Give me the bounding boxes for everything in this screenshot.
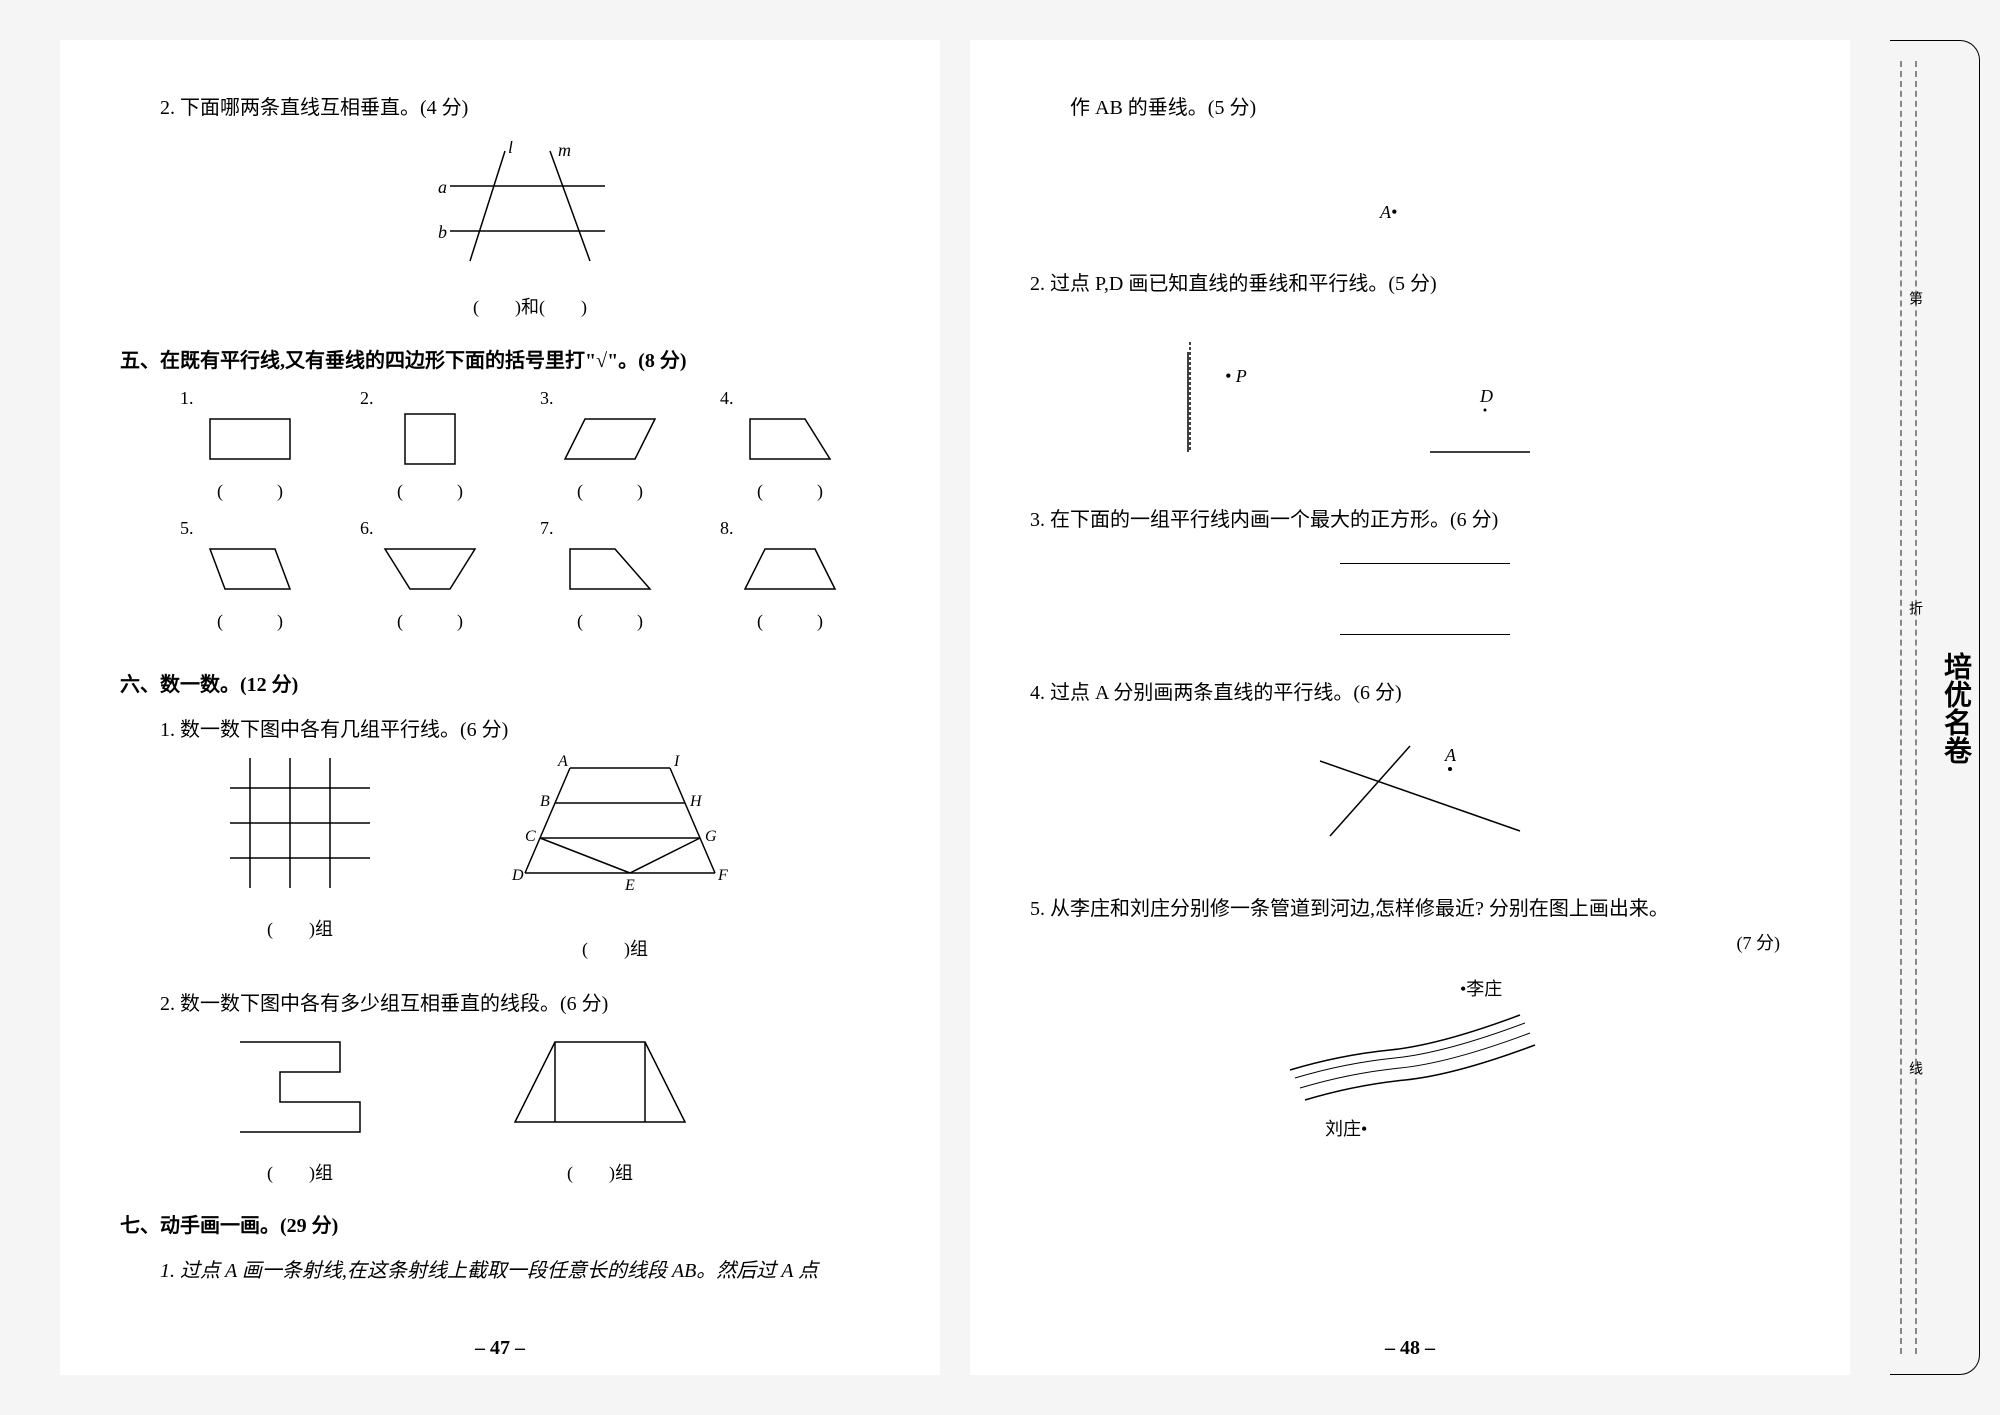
s6-q2-f2: ( )组 [500,1022,700,1190]
label-l: l [508,141,513,157]
label-a: a [438,177,447,197]
label-b: b [438,222,447,242]
svg-text:A: A [1444,745,1457,765]
page-left: 2. 下面哪两条直线互相垂直。(4 分) l m a b ( )和( ) 五、在… [60,40,940,1375]
section5-title: 五、在既有平行线,又有垂线的四边形下面的括号里打"√"。(8 分) [120,344,900,373]
svg-text:• P: • P [1225,366,1247,386]
shape-3: 3. ( ) [520,388,700,503]
section7-title: 七、动手画一画。(29 分) [120,1209,900,1238]
shape-7: 7. ( ) [520,518,700,633]
r-q4: 4. 过点 A 分别画两条直线的平行线。(6 分) A [1030,675,1810,861]
svg-text:D: D [1479,386,1493,406]
s7-q1-text: 1. 过点 A 画一条射线,在这条射线上截取一段任意长的线段 AB。然后过 A … [160,1253,900,1289]
s6-q2-text: 2. 数一数下图中各有多少组互相垂直的线段。(6 分) [160,986,900,1022]
section6-title: 六、数一数。(12 分) [120,668,900,697]
svg-text:刘庄•: 刘庄• [1325,1119,1367,1139]
r-q5: 5. 从李庄和刘庄分别修一条管道到河边,怎样修最近? 分别在图上画出来。 (7 … [1030,891,1810,1160]
r-q2: 2. 过点 P,D 画已知直线的垂线和平行线。(5 分) • P D [1030,266,1810,482]
label-m: m [558,141,571,160]
r-q4-figure: A [1290,731,1550,851]
page-num-right: – 48 – [1385,1337,1435,1360]
svg-text:A: A [557,753,568,770]
q2-figure: l m a b [410,141,650,281]
svg-text:H: H [689,793,703,810]
shape-2: 2. ( ) [340,388,520,503]
s7-q1: 1. 过点 A 画一条射线,在这条射线上截取一段任意长的线段 AB。然后过 A … [160,1253,900,1289]
svg-text:C: C [525,828,536,845]
q2-text: 2. 下面哪两条直线互相垂直。(4 分) [160,90,900,126]
shape-4: 4. ( ) [700,388,880,503]
page-right: 作 AB 的垂线。(5 分) A• 2. 过点 P,D 画已知直线的垂线和平行线… [970,40,1850,1375]
r-q3: 3. 在下面的一组平行线内画一个最大的正方形。(6 分) [1030,502,1810,635]
s6-q2-f1: ( )组 [220,1022,380,1190]
svg-text:B: B [540,793,550,810]
svg-text:G: G [705,828,717,845]
margin-tab: 第 折 线 培优名卷 [1890,40,1980,1375]
q2: 2. 下面哪两条直线互相垂直。(4 分) l m a b ( )和( ) [160,90,900,324]
s6-q2: 2. 数一数下图中各有多少组互相垂直的线段。(6 分) ( )组 ( )组 [160,986,900,1190]
shape-5: 5. ( ) [160,518,340,633]
svg-text:I: I [673,753,680,770]
s6-q1: 1. 数一数下图中各有几组平行线。(6 分) ( )组 [160,712,900,966]
s6-q1-trapezoid: A I B H C G D E F ( )组 [500,748,730,966]
margin-logo: 培优名卷 [1935,652,1975,764]
s6-q1-text: 1. 数一数下图中各有几组平行线。(6 分) [160,712,900,748]
svg-text:F: F [717,867,728,884]
svg-text:•李庄: •李庄 [1460,979,1502,999]
r-q5-figure: •李庄 刘庄• [1270,970,1570,1150]
r-q1-cont: 作 AB 的垂线。(5 分) A• [1070,90,1810,246]
shape-8: 8. ( ) [700,518,880,633]
point-A: A• [1380,196,1397,228]
shape-1: 1. ( ) [160,388,340,503]
shape-6: 6. ( ) [340,518,520,633]
svg-text:E: E [624,877,635,894]
svg-text:D: D [511,867,524,884]
q2-answer-blank[interactable]: ( )和( ) [160,291,900,323]
s6-q1-grid: ( )组 [220,748,380,966]
page-num-left: – 47 – [475,1337,525,1360]
section5-shapes: 1. ( ) 2. ( ) 3. ( ) 4. ( ) 5. ( ) [160,388,900,648]
